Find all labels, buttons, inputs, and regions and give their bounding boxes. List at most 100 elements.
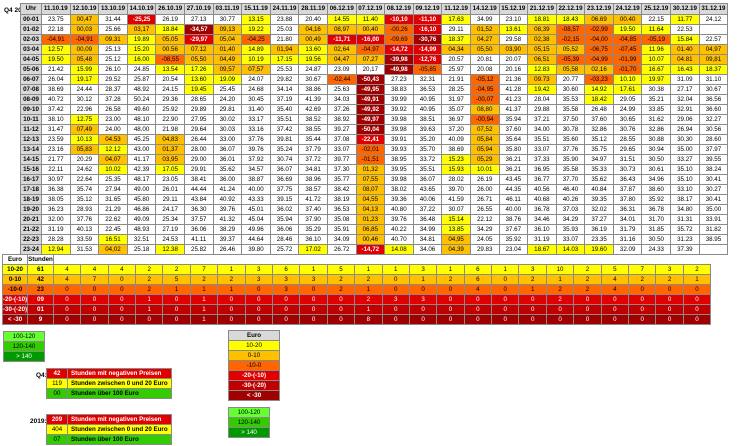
price-cell: 13.61 xyxy=(498,24,529,35)
price-cell: 30.78 xyxy=(555,124,586,135)
freq-cell: 0 xyxy=(491,314,520,325)
price-cell: 35.00 xyxy=(698,204,729,215)
date-header: 23.12.19 xyxy=(584,3,614,15)
date-header: 24.12.19 xyxy=(612,3,643,15)
hour-row: 22-23 28.28 33.59 16.51 32.51 24.53 41.11 39.37… xyxy=(20,234,729,245)
freq-cell: 3 xyxy=(655,264,684,275)
price-cell: 35.51 xyxy=(527,134,557,145)
freq-cell: 2 xyxy=(545,284,575,295)
price-cell: 20,17 xyxy=(355,64,386,75)
price-cell: 27.94 xyxy=(98,184,128,195)
price-cell: 29.58 xyxy=(498,34,529,45)
price-cell: 02,16 xyxy=(584,64,614,75)
hour-label: 01-02 xyxy=(20,24,42,35)
price-cell: 31.16 xyxy=(612,234,643,245)
q4-high-count: 00 xyxy=(46,388,68,399)
price-cell: 25.63 xyxy=(326,84,357,95)
price-cell: 18.67 xyxy=(527,244,557,255)
price-cell: 00,47 xyxy=(69,14,100,25)
price-cell: 35.90 xyxy=(555,154,586,165)
price-cell: 26.94 xyxy=(670,124,700,135)
freq-cell: 0 xyxy=(244,304,273,315)
price-cell: 37.76 xyxy=(241,134,271,145)
price-cell: 17.05 xyxy=(155,164,185,175)
price-cell: 22.57 xyxy=(698,34,729,45)
price-cell: 36.56 xyxy=(698,94,729,105)
price-cell: 31.62 xyxy=(641,114,672,125)
date-header: 31.12.19 xyxy=(698,3,729,15)
price-cell: 31.79 xyxy=(612,224,643,235)
price-cell: 30.07 xyxy=(441,204,471,215)
freq-cell: 0 xyxy=(628,294,657,305)
price-cell: 37.97 xyxy=(698,144,729,155)
date-header: 15.11.19 xyxy=(241,3,271,15)
price-cell: 07,55 xyxy=(355,174,386,185)
price-cell: 26.48 xyxy=(584,104,614,115)
price-cell: 34.57 xyxy=(241,164,271,175)
price-cell: 16.67 xyxy=(641,64,672,75)
euro-legend: Euro 10-20 0-10 -10-0 -20-(-10) -30-(-20… xyxy=(228,330,280,401)
price-cell: 29.36 xyxy=(155,94,185,105)
hour-row: 14-15 21.77 20.29 04,07 41.17 03,95 29.00 36.01… xyxy=(20,154,729,165)
euro-legend-minus10-0: -10-0 xyxy=(228,360,280,371)
price-cell: 35.64 xyxy=(498,134,529,145)
price-cell: 38.05 xyxy=(41,194,71,205)
year-summary: 209 Stunden mit negativen Preisen 404 Stun… xyxy=(46,414,172,445)
freq-cell: 0 xyxy=(628,314,657,325)
freq-cell: 0 xyxy=(52,314,82,325)
freq-cell: 0 xyxy=(217,304,246,315)
price-cell: 43.45 xyxy=(498,174,529,185)
price-cell: 18.81 xyxy=(527,14,557,25)
freq-cell: 0 xyxy=(381,274,410,285)
price-cell: 35.10 xyxy=(670,164,700,175)
price-cell: 25.97 xyxy=(441,64,471,75)
price-cell: -04,85 xyxy=(612,34,643,45)
price-cell: 01,23 xyxy=(355,214,386,225)
price-cell: 26.10 xyxy=(98,64,128,75)
price-cell: 28.93 xyxy=(69,204,100,215)
freq-cell: 0 xyxy=(518,314,547,325)
price-cell: 41.37 xyxy=(498,104,529,115)
price-cell: -00,26 xyxy=(384,24,414,35)
euro-legend-0-10: 0-10 xyxy=(228,350,280,361)
price-cell: 05,50 xyxy=(183,54,214,65)
freq-cell: 0 xyxy=(244,314,273,325)
price-cell: -04,91 xyxy=(69,34,100,45)
price-cell: 26.01 xyxy=(155,184,185,195)
price-cell: 36.38 xyxy=(41,184,71,195)
price-cell: -50,43 xyxy=(355,74,386,85)
freq-cell: 0 xyxy=(299,294,328,305)
price-cell: 04,55 xyxy=(355,194,386,205)
date-header: 24.11.19 xyxy=(269,3,300,15)
price-cell: 39.99 xyxy=(384,94,414,105)
freq-cell: 0 xyxy=(463,304,493,315)
price-cell: 04,83 xyxy=(155,134,185,145)
hour-label: 11-12 xyxy=(20,124,42,135)
freq-hours-header: Stunden xyxy=(27,254,54,265)
freq-cell: 2 xyxy=(134,274,164,285)
price-cell: 32.02 xyxy=(584,204,614,215)
price-cell: 27.19 xyxy=(155,224,185,235)
price-cell: 38.95 xyxy=(698,234,729,245)
price-cell: 34.80 xyxy=(670,204,700,215)
price-cell: 48.10 xyxy=(126,114,157,125)
hour-label: 03-04 xyxy=(20,44,42,55)
freq-cell: 0 xyxy=(244,284,273,295)
price-cell: 40.80 xyxy=(384,204,414,215)
price-cell: 34.29 xyxy=(555,214,586,225)
price-cell: 35.08 xyxy=(326,214,357,225)
hour-row: 01-02 22.18 00,03 25.66 03,17 18.84 -34,57 09,1… xyxy=(20,24,729,35)
price-cell xyxy=(698,24,729,35)
price-cell: 39.81 xyxy=(269,134,300,145)
price-cell: 21.42 xyxy=(41,64,71,75)
date-header: 12.10.19 xyxy=(69,3,100,15)
freq-cell: 8 xyxy=(354,314,383,325)
price-cell: 38.02 xyxy=(384,184,414,195)
price-cell: -12,76 xyxy=(412,54,443,65)
price-cell: 29.82 xyxy=(269,74,300,85)
price-cell: 44.35 xyxy=(498,184,529,195)
price-cell: 04,13 xyxy=(355,204,386,215)
price-cell: 31.31 xyxy=(670,214,700,225)
price-cell: -09,69 xyxy=(384,34,414,45)
price-cell: 28.25 xyxy=(441,84,471,95)
